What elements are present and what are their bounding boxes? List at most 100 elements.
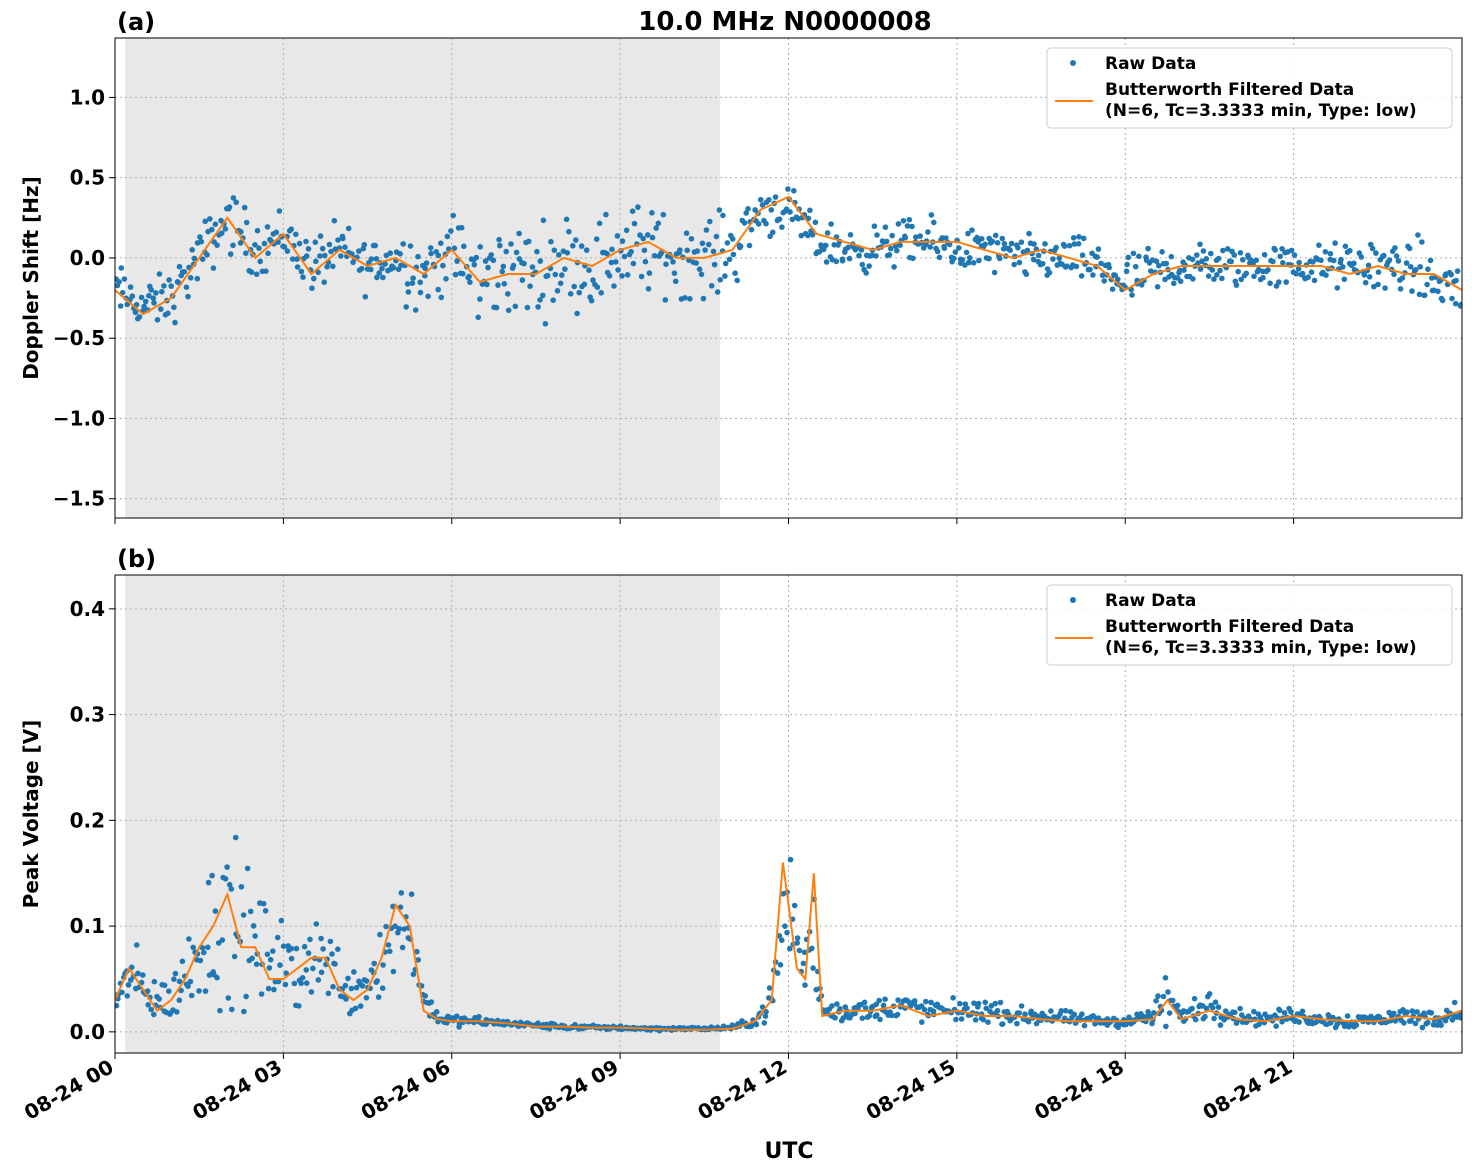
raw-data-point [1087,266,1093,273]
x-tick-label: 08-24 21 [1199,1055,1297,1125]
raw-data-point [1233,282,1240,288]
raw-data-point [1163,260,1170,267]
raw-data-point [1200,248,1207,254]
raw-data-point [205,879,212,886]
raw-data-point [1280,260,1286,266]
raw-data-point [368,266,374,273]
raw-data-point [307,936,313,943]
raw-data-point [1151,1010,1157,1016]
raw-data-point [874,1012,880,1018]
raw-data-point [1276,1007,1283,1014]
raw-data-point [1291,252,1298,258]
raw-data-point [454,258,460,264]
raw-data-point [510,262,517,269]
raw-data-point [256,245,262,251]
raw-data-point [791,188,797,194]
raw-data-point [700,295,707,302]
raw-data-point [644,232,651,238]
y-tick-label: 0.1 [70,914,105,938]
raw-data-point [824,230,831,236]
raw-data-point [1228,258,1234,265]
raw-data-point [454,1013,460,1019]
raw-data-point [1419,1024,1426,1031]
raw-data-point [724,240,731,246]
legend-entry: (N=6, Tc=3.3333 min, Type: low) [1105,638,1417,658]
raw-data-point [706,241,712,248]
raw-data-point [1112,272,1118,279]
raw-data-point [1371,283,1377,290]
raw-data-point [1308,269,1315,276]
raw-data-point [293,945,300,952]
raw-data-point [779,224,785,230]
raw-data-point [1265,267,1271,273]
raw-data-point [298,268,305,275]
raw-data-point [921,1006,928,1013]
raw-data-point [537,297,543,303]
raw-data-point [379,265,385,272]
raw-data-point [1375,269,1382,276]
raw-data-point [1001,240,1008,247]
raw-data-point [276,208,283,214]
raw-data-point [688,236,695,242]
raw-data-point [1351,260,1357,267]
y-tick-label: 0.0 [70,246,105,270]
raw-data-point [877,1016,883,1023]
raw-data-point [798,232,805,239]
raw-data-point [497,242,503,249]
raw-data-point [1203,255,1210,262]
raw-data-point [345,225,352,232]
raw-data-point [190,944,196,951]
raw-data-point [303,253,310,259]
raw-data-point [230,195,237,201]
raw-data-point [444,233,451,240]
raw-data-point [557,280,564,287]
raw-data-point [1288,247,1295,254]
raw-data-point [1214,272,1220,278]
raw-data-point [450,212,457,219]
raw-data-point [785,186,791,192]
raw-data-point [1260,274,1266,281]
raw-data-point [1163,1023,1169,1030]
raw-data-point [482,258,489,264]
raw-data-point [559,272,565,278]
raw-data-point [598,290,604,296]
raw-data-point [380,962,386,968]
raw-data-point [1340,264,1346,270]
y-tick-label: 0.2 [70,808,105,832]
raw-data-point [166,277,172,283]
raw-data-point [996,255,1003,262]
raw-data-point [574,310,580,317]
raw-data-point [331,217,338,224]
y-tick-label: 0.4 [70,597,105,621]
x-tick-label: 08-24 00 [20,1055,118,1125]
raw-data-point [293,231,299,238]
raw-data-point [525,238,532,245]
raw-data-point [1073,263,1080,270]
raw-data-point [683,230,690,236]
raw-data-point [1449,295,1455,302]
raw-data-point [1031,241,1037,247]
raw-data-point [1448,271,1454,278]
raw-data-point [1061,243,1068,249]
raw-data-point [265,985,272,992]
raw-data-point [209,872,215,879]
raw-data-point [586,267,592,274]
raw-data-point [911,998,918,1004]
raw-data-point [816,249,823,255]
raw-data-point [629,208,636,214]
raw-data-point [913,234,919,240]
raw-data-point [172,970,179,977]
raw-data-point [505,291,511,297]
raw-data-point [588,297,595,304]
raw-data-point [716,207,723,213]
raw-data-point [1404,1009,1410,1015]
raw-data-point [1273,1023,1279,1029]
raw-data-point [611,283,617,289]
raw-data-point [989,238,996,245]
raw-data-point [767,233,773,240]
raw-data-point [1215,1004,1222,1010]
x-tick-label: 08-24 12 [693,1055,791,1125]
raw-data-point [477,296,483,302]
raw-data-point [325,990,332,997]
raw-data-point [649,210,655,216]
